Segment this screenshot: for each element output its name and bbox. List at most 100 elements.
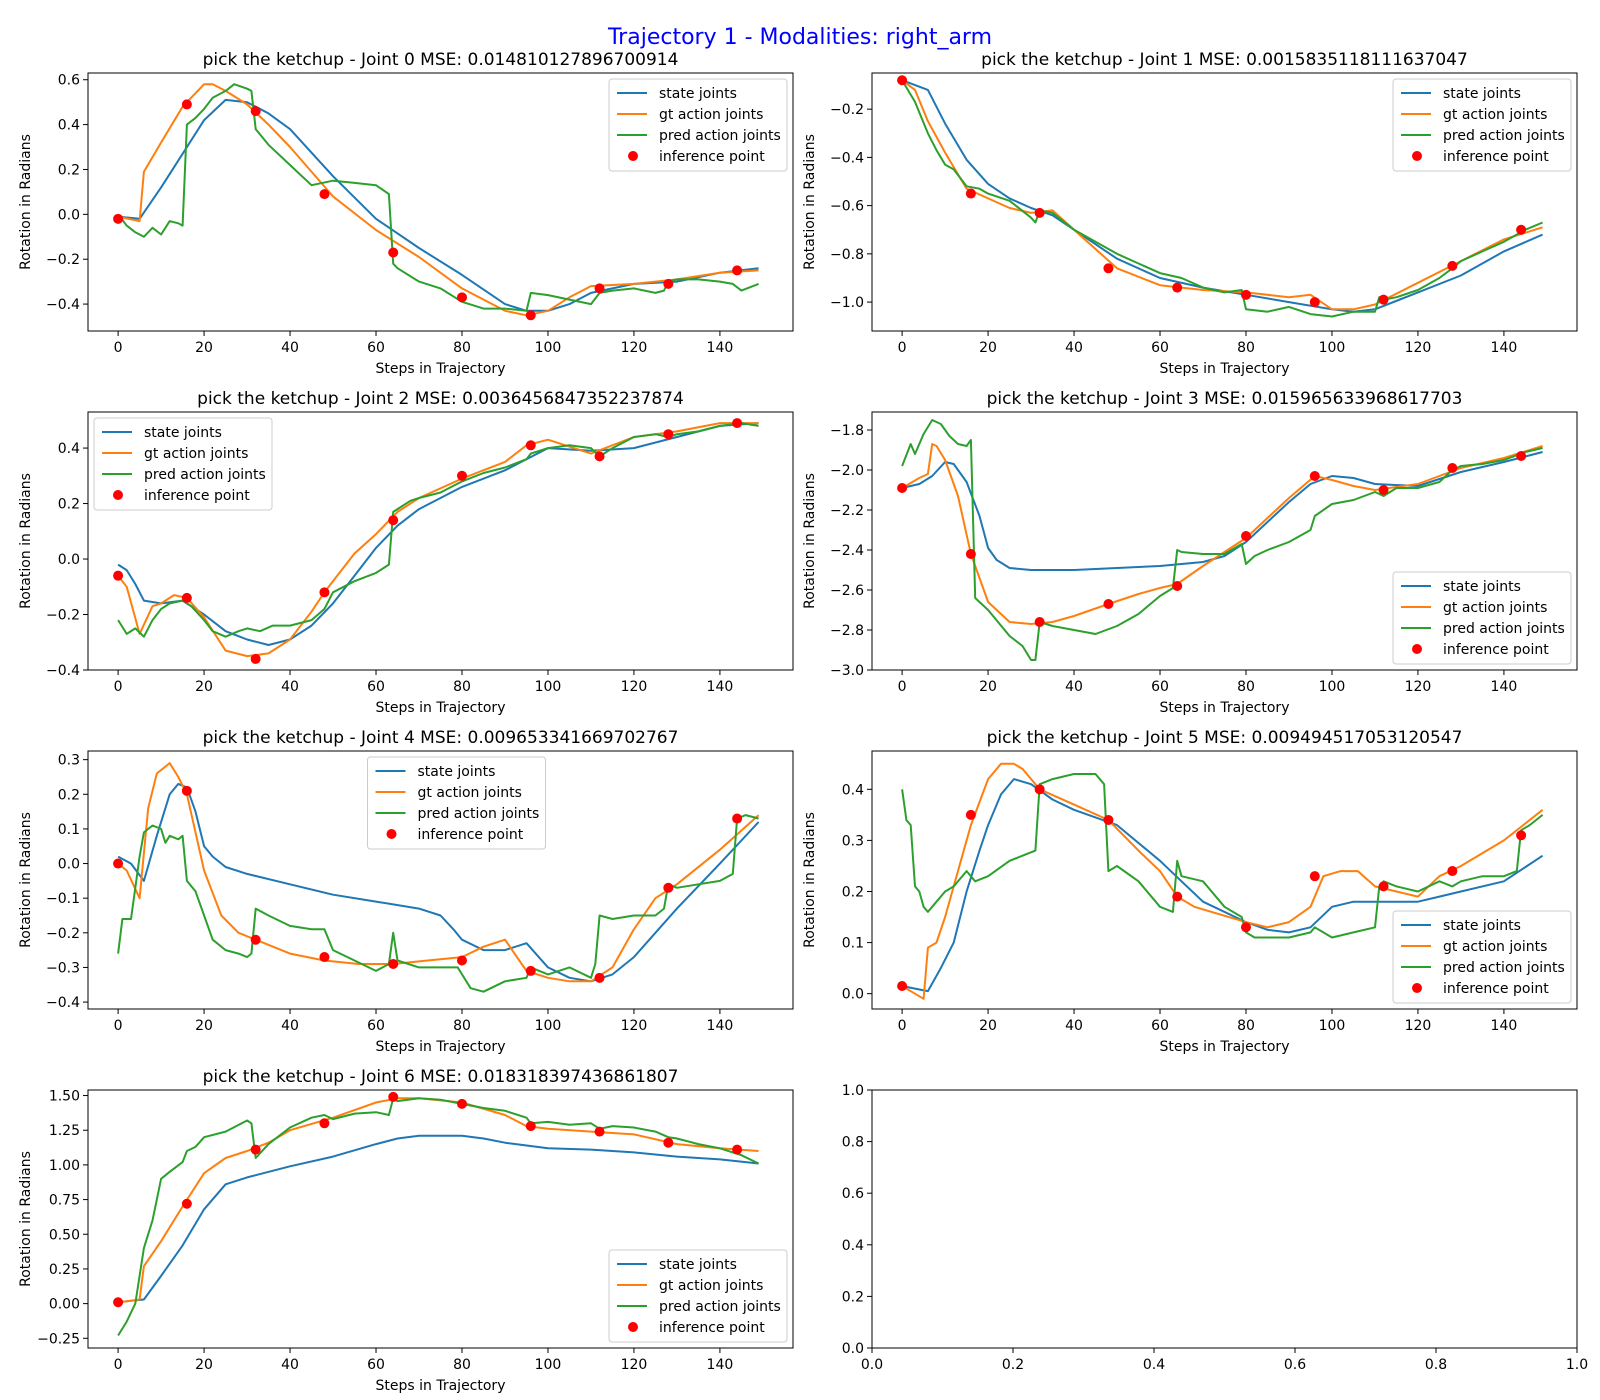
y-tick-label: 0.2 (58, 162, 80, 178)
axes-frame (87, 72, 794, 332)
x-tick-label: 140 (707, 679, 734, 695)
y-tick-label: 0.00 (49, 1297, 80, 1313)
legend-label: state joints (418, 764, 496, 780)
subplot-3: pick the ketchup - Joint 3 MSE: 0.015965… (802, 389, 1578, 716)
x-tick-label: 0 (898, 1018, 907, 1034)
gt-action-joints-line (117, 762, 760, 983)
x-tick-label: 0 (114, 1018, 123, 1034)
y-tick-label: 1.00 (49, 1158, 80, 1174)
x-tick-label: 20 (195, 1357, 213, 1373)
legend-label: pred action joints (659, 1299, 781, 1315)
inference-point (897, 981, 908, 992)
x-tick-label: 80 (453, 1357, 471, 1373)
axes-frame (87, 750, 794, 1010)
inference-point (388, 1091, 399, 1102)
inference-point (1309, 297, 1320, 308)
y-tick-label: 0.75 (49, 1193, 80, 1209)
x-tick-label: 80 (1237, 1018, 1255, 1034)
y-tick-label: 0.4 (58, 441, 80, 457)
figure-suptitle: Trajectory 1 - Modalities: right_arm (607, 25, 992, 50)
plot-area (872, 1090, 1577, 1348)
inference-point (594, 972, 605, 983)
inference-point (388, 958, 399, 969)
plot-lines (113, 418, 759, 664)
y-tick-label: 0.50 (49, 1227, 80, 1243)
plot-lines (113, 762, 760, 993)
x-tick-label: 40 (1065, 679, 1083, 695)
legend-label: gt action joints (1443, 600, 1547, 616)
x-tick-label: 60 (1151, 679, 1169, 695)
inference-point (1516, 830, 1527, 841)
state-joints-line (901, 451, 1543, 571)
x-tick-label: 80 (453, 1018, 471, 1034)
legend-marker (386, 829, 397, 839)
inference-point (1516, 224, 1527, 235)
subplot-title: pick the ketchup - Joint 3 MSE: 0.015965… (987, 389, 1463, 409)
inference-point (1172, 891, 1183, 902)
inference-point (663, 429, 674, 440)
legend-box (93, 417, 273, 511)
inference-point (1378, 294, 1389, 305)
inference-point (1378, 881, 1389, 892)
inference-point (456, 955, 467, 966)
x-tick-label: 60 (367, 1357, 385, 1373)
x-axis-label: Steps in Trajectory (376, 1378, 506, 1394)
inference-point (1240, 531, 1251, 541)
x-tick-label: 0 (898, 679, 907, 695)
y-tick-label: 0.6 (58, 73, 80, 89)
inference-point (965, 809, 976, 820)
y-tick-label: 0.6 (842, 1186, 864, 1202)
x-tick-label: 140 (707, 340, 734, 356)
inference-point (456, 1098, 467, 1109)
pred-action-joints-line (117, 814, 759, 993)
legend-label: inference point (659, 149, 765, 165)
x-tick-label: 40 (1065, 340, 1083, 356)
subplot-title: pick the ketchup - Joint 1 MSE: 0.001583… (981, 50, 1468, 70)
inference-point (663, 882, 674, 893)
y-axis-label: Rotation in Radians (18, 134, 34, 270)
y-tick-label: −0.2 (46, 608, 80, 624)
inference-point (594, 283, 605, 294)
y-axis-label: Rotation in Radians (18, 1151, 34, 1287)
x-tick-label: 0 (898, 340, 907, 356)
legend-label: pred action joints (144, 467, 266, 483)
y-tick-label: 0.2 (842, 884, 864, 900)
legend-box (1392, 78, 1572, 172)
legend-label: pred action joints (1443, 128, 1565, 144)
x-tick-label: 140 (1491, 340, 1518, 356)
x-axis-label: Steps in Trajectory (376, 700, 506, 716)
inference-point (897, 483, 908, 493)
x-tick-label: 100 (535, 1357, 562, 1373)
y-tick-label: 0.25 (49, 1262, 80, 1278)
legend-label: pred action joints (659, 128, 781, 144)
x-axis-label: Steps in Trajectory (1160, 700, 1290, 716)
x-axis-label: Steps in Trajectory (1160, 1039, 1290, 1055)
x-tick-label: 20 (195, 340, 213, 356)
x-tick-label: 0.2 (1002, 1357, 1024, 1373)
inference-point (113, 1297, 124, 1308)
plot-lines (897, 762, 1544, 1000)
y-tick-label: 1.50 (49, 1089, 80, 1105)
legend-label: state joints (144, 425, 222, 441)
legend: state joints gt action joints pred action … (93, 417, 273, 511)
legend-label: gt action joints (144, 446, 248, 462)
y-tick-label: 0.2 (58, 497, 80, 513)
legend-box (1392, 910, 1572, 1004)
axes-frame (87, 1089, 794, 1349)
y-tick-label: 0.0 (58, 857, 80, 873)
inference-point (1309, 871, 1320, 882)
legend-label: inference point (1443, 981, 1549, 997)
legend-box (608, 78, 788, 172)
subplot-7: 0.0 0.2 0.4 0.6 0.8 1.0 0.0 0.2 0.4 0.6 0.8 1.0 (842, 1083, 1588, 1373)
inference-point (113, 570, 124, 581)
x-tick-label: 80 (1237, 340, 1255, 356)
state-joints-line (901, 778, 1544, 993)
inference-point (1309, 471, 1320, 481)
x-tick-label: 20 (195, 679, 213, 695)
legend: state joints gt action joints pred action … (1392, 910, 1572, 1004)
inference-point (113, 213, 124, 224)
x-tick-label: 80 (453, 340, 471, 356)
y-tick-label: −2.2 (830, 503, 864, 519)
legend-label: state joints (1443, 86, 1521, 102)
y-tick-label: −0.4 (830, 150, 864, 166)
